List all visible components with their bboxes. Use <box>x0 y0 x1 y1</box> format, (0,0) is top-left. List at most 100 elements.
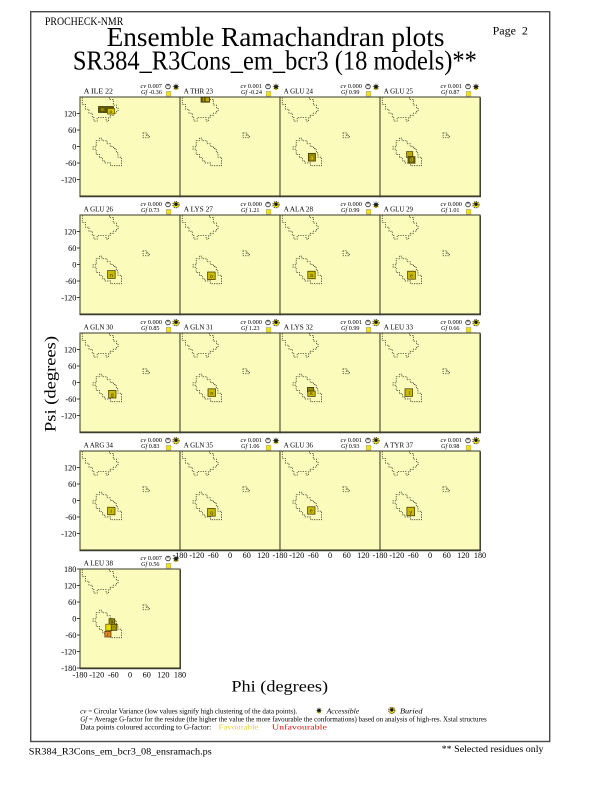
svg-text:A ILE 22: A ILE 22 <box>84 86 113 95</box>
svg-text:60: 60 <box>68 126 76 135</box>
svg-text:a: a <box>310 273 313 279</box>
svg-text:cv 0.001: cv 0.001 <box>341 438 363 444</box>
svg-text:-180: -180 <box>61 664 76 673</box>
svg-text:-120: -120 <box>61 529 76 538</box>
svg-text:A ALA 28: A ALA 28 <box>284 204 313 213</box>
svg-text:** Selected residues only: ** Selected residues only <box>442 745 544 755</box>
svg-text:120: 120 <box>64 345 76 354</box>
svg-text:Favourable: Favourable <box>219 724 259 732</box>
svg-text:Gf 0.98: Gf 0.98 <box>441 443 460 450</box>
svg-text:60: 60 <box>68 362 76 371</box>
svg-text:Gf 0.99: Gf 0.99 <box>341 89 360 96</box>
svg-text:Gf 1.01: Gf 1.01 <box>441 207 460 214</box>
svg-text:A GLU 36: A GLU 36 <box>284 440 313 449</box>
svg-text:60: 60 <box>143 671 151 680</box>
svg-text:cv 0.000: cv 0.000 <box>141 438 163 444</box>
svg-text:-120: -120 <box>289 551 304 560</box>
svg-text:Ensemble Ramachandran plots: Ensemble Ramachandran plots <box>107 22 445 52</box>
svg-text:A ARG 34: A ARG 34 <box>84 440 113 449</box>
svg-text:Gf 0.99: Gf 0.99 <box>341 207 360 214</box>
svg-text:-120: -120 <box>189 551 204 560</box>
svg-text:-180: -180 <box>372 551 387 560</box>
svg-text:cv 0.000: cv 0.000 <box>441 320 463 326</box>
svg-text:g: g <box>111 392 114 398</box>
svg-text:a: a <box>311 156 314 162</box>
svg-text:cv 0.007: cv 0.007 <box>141 84 163 90</box>
svg-text:A LEU 38: A LEU 38 <box>84 558 113 567</box>
svg-text:Phi (degrees): Phi (degrees) <box>231 679 328 696</box>
svg-text:Gf 0.99: Gf 0.99 <box>341 325 360 332</box>
svg-text:cv 0.000: cv 0.000 <box>241 320 263 326</box>
svg-text:60: 60 <box>243 551 251 560</box>
svg-text:0: 0 <box>228 551 232 560</box>
svg-text:Gf = Average G-factor for the: Gf = Average G-factor for the residue (t… <box>80 716 487 724</box>
svg-text:cv 0.001: cv 0.001 <box>441 84 463 90</box>
svg-text:60: 60 <box>68 244 76 253</box>
svg-text:a: a <box>110 109 113 114</box>
svg-text:cv 0.000: cv 0.000 <box>341 202 363 208</box>
svg-text:Gf 0.83: Gf 0.83 <box>141 443 160 450</box>
svg-text:cv 0.000: cv 0.000 <box>341 84 363 90</box>
svg-text:A GLN 30: A GLN 30 <box>84 322 113 331</box>
svg-text:m: m <box>101 107 105 112</box>
svg-text:Data points coloured according: Data points coloured according to G-fact… <box>80 724 211 732</box>
svg-text:cv = Circular Variance (low va: cv = Circular Variance (low values signi… <box>80 707 297 715</box>
svg-text:SR384_R3Cons_em_bcr3_08_ensram: SR384_R3Cons_em_bcr3_08_ensramach.ps <box>29 748 212 758</box>
svg-text:A GLN 31: A GLN 31 <box>184 322 213 331</box>
svg-text:60: 60 <box>443 551 451 560</box>
svg-text:0: 0 <box>428 551 432 560</box>
svg-text:y: y <box>410 510 413 516</box>
svg-text:-60: -60 <box>408 551 419 560</box>
svg-text:d: d <box>410 158 413 164</box>
svg-text:180: 180 <box>174 671 186 680</box>
svg-text:0: 0 <box>72 260 76 269</box>
svg-text:Gf -0.24: Gf -0.24 <box>241 89 262 96</box>
svg-text:60: 60 <box>68 598 76 607</box>
svg-text:cv 0.001: cv 0.001 <box>441 438 463 444</box>
svg-text:o: o <box>210 274 213 280</box>
svg-text:-60: -60 <box>65 277 76 286</box>
svg-text:-120: -120 <box>61 175 76 184</box>
svg-text:Gf 1.06: Gf 1.06 <box>241 443 260 450</box>
svg-text:A GLN 35: A GLN 35 <box>184 440 213 449</box>
svg-text:120: 120 <box>157 671 169 680</box>
svg-text:Gf 0.93: Gf 0.93 <box>341 443 360 450</box>
svg-text:e: e <box>310 509 313 515</box>
svg-text:-120: -120 <box>61 411 76 420</box>
svg-text:A THR 23: A THR 23 <box>184 86 213 95</box>
svg-text:A TYR 37: A TYR 37 <box>384 440 413 449</box>
svg-text:A GLU 24: A GLU 24 <box>284 86 313 95</box>
svg-text:Unfavourable: Unfavourable <box>272 724 327 732</box>
svg-text:0: 0 <box>72 142 76 151</box>
svg-text:-180: -180 <box>72 671 87 680</box>
svg-text:k: k <box>310 391 313 397</box>
svg-text:0: 0 <box>72 614 76 623</box>
svg-text:q: q <box>210 510 213 516</box>
svg-text:cv 0.000: cv 0.000 <box>441 202 463 208</box>
svg-text:-180: -180 <box>272 551 287 560</box>
svg-text:r: r <box>110 509 112 515</box>
svg-text:120: 120 <box>64 581 76 590</box>
svg-text:Gf 0.85: Gf 0.85 <box>141 325 160 332</box>
svg-text:cv 0.000: cv 0.000 <box>141 202 163 208</box>
svg-text:-60: -60 <box>208 551 219 560</box>
svg-text:120: 120 <box>257 551 269 560</box>
svg-text:n: n <box>210 391 213 397</box>
svg-text:cv 0.000: cv 0.000 <box>241 202 263 208</box>
svg-text:Page 2: Page 2 <box>493 26 529 38</box>
svg-text:Buried: Buried <box>400 707 423 715</box>
svg-text:Gf 0.66: Gf 0.66 <box>441 325 460 332</box>
svg-text:r: r <box>107 632 109 637</box>
svg-text:Gf 1.23: Gf 1.23 <box>241 325 260 332</box>
svg-text:Gf 0.87: Gf 0.87 <box>441 89 460 96</box>
svg-text:60: 60 <box>68 480 76 489</box>
svg-text:cv 0.001: cv 0.001 <box>241 438 263 444</box>
svg-text:A LYS 27: A LYS 27 <box>184 204 213 213</box>
svg-text:180: 180 <box>474 551 486 560</box>
svg-text:f: f <box>203 97 205 102</box>
svg-text:A GLU 25: A GLU 25 <box>384 86 413 95</box>
svg-text:-60: -60 <box>65 631 76 640</box>
svg-text:-120: -120 <box>61 293 76 302</box>
svg-text:-120: -120 <box>61 647 76 656</box>
svg-text:120: 120 <box>457 551 469 560</box>
